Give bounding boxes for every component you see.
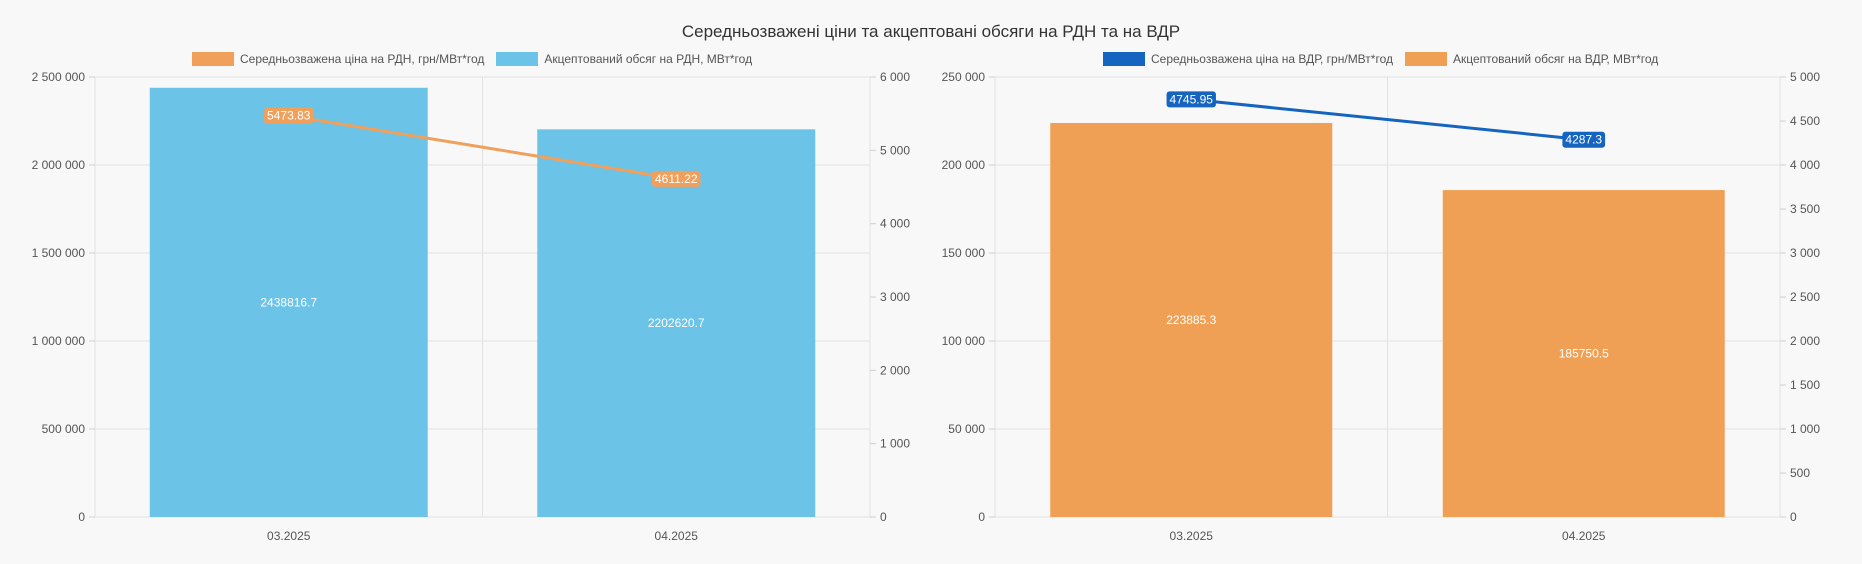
right-axis-tick-label: 2 000 <box>1790 334 1820 348</box>
bar-vdr-volume <box>1050 122 1333 518</box>
legend-swatch-vdr-price <box>1103 52 1145 66</box>
right-axis-tick-label: 5 000 <box>880 143 910 157</box>
left-axis-tick-label: 0 <box>978 510 985 524</box>
right-axis-tick-label: 4 000 <box>1790 158 1820 172</box>
right-axis-tick-label: 1 000 <box>880 437 910 451</box>
right-axis-tick-label: 500 <box>1790 466 1810 480</box>
line-data-label-bg <box>652 170 701 187</box>
line-data-label: 4611.22 <box>655 172 698 186</box>
left-axis-tick-label: 100 000 <box>942 334 986 348</box>
right-axis-tick-label: 2 000 <box>880 363 910 377</box>
right-axis-tick-label: 1 500 <box>1790 378 1820 392</box>
left-axis-tick-label: 250 000 <box>942 70 986 84</box>
x-axis-tick-label: 04.2025 <box>1562 529 1606 543</box>
x-axis-tick-label: 04.2025 <box>655 529 699 543</box>
legend-rdn: Середньозважена ціна на РДН, грн/МВт*год… <box>192 52 764 66</box>
line-vdr-price <box>1191 97 1584 142</box>
right-axis-tick-label: 6 000 <box>880 70 910 84</box>
bar-rdn-volume <box>537 129 816 518</box>
right-axis-tick-label: 3 500 <box>1790 202 1820 216</box>
right-axis-tick-label: 5 000 <box>1790 70 1820 84</box>
bar-data-label: 2202620.7 <box>648 316 705 330</box>
right-axis-tick-label: 4 500 <box>1790 114 1820 128</box>
left-axis-tick-label: 0 <box>78 510 85 524</box>
legend-item-vdr-price[interactable]: Середньозважена ціна на ВДР, грн/МВт*год <box>1103 52 1393 66</box>
legend-swatch-rdn-price <box>192 52 234 66</box>
left-axis-tick-label: 150 000 <box>942 246 986 260</box>
line-data-label: 4287.3 <box>1565 133 1602 147</box>
line-data-label: 4745.95 <box>1170 92 1214 106</box>
chart-title: Середньозважені ціни та акцептовані обся… <box>681 22 1181 41</box>
bar-vdr-volume <box>1442 190 1725 518</box>
line-data-label-bg <box>1166 91 1216 108</box>
bar-data-label: 185750.5 <box>1559 347 1609 361</box>
right-axis-tick-label: 1 000 <box>1790 422 1820 436</box>
line-rdn-price <box>288 114 677 181</box>
left-axis-tick-label: 2 500 000 <box>32 70 86 84</box>
legend-label-rdn-price: Середньозважена ціна на РДН, грн/МВт*год <box>240 52 485 66</box>
legend-vdr: Середньозважена ціна на ВДР, грн/МВт*год… <box>1103 52 1670 66</box>
right-axis-tick-label: 2 500 <box>1790 290 1820 304</box>
legend-item-vdr-volume[interactable]: Акцептований обсяг на ВДР, МВт*год <box>1404 52 1659 66</box>
left-axis-tick-label: 2 000 000 <box>32 158 86 172</box>
chart-rdn: 0 500 000 1 000 000 1 500 000 2 000 000 2 500… <box>32 70 911 543</box>
x-axis-tick-label: 03.2025 <box>1170 529 1214 543</box>
legend-swatch-vdr-volume <box>1404 52 1447 66</box>
right-axis-tick-label: 0 <box>880 510 887 524</box>
bar-rdn-volume <box>149 87 428 518</box>
legend-swatch-rdn-volume <box>496 52 539 66</box>
line-data-label-bg <box>264 107 314 124</box>
left-axis-tick-label: 1 500 000 <box>32 246 86 260</box>
bar-data-label: 2438816.7 <box>260 295 317 309</box>
legend-label-vdr-volume: Акцептований обсяг на ВДР, МВт*год <box>1452 52 1659 66</box>
legend-label-vdr-price: Середньозважена ціна на ВДР, грн/МВт*год <box>1151 52 1393 66</box>
right-axis-tick-label: 4 000 <box>880 217 910 231</box>
line-data-label-bg <box>1562 131 1606 148</box>
legend-item-rdn-volume[interactable]: Акцептований обсяг на РДН, МВт*год <box>496 52 752 66</box>
chart-vdr: 0 50 000 100 000 150 000 200 000 250 000 0 500 1… <box>942 70 1821 543</box>
left-axis-tick-label: 1 000 000 <box>32 334 86 348</box>
right-axis-tick-label: 3 000 <box>1790 246 1820 260</box>
left-axis-tick-label: 200 000 <box>942 158 986 172</box>
right-axis-tick-label: 0 <box>1790 510 1797 524</box>
left-axis-tick-label: 50 000 <box>948 422 985 436</box>
x-axis-tick-label: 03.2025 <box>267 529 311 543</box>
legend-label-rdn-volume: Акцептований обсяг на РДН, МВт*год <box>544 52 753 66</box>
line-data-label: 5473.83 <box>267 109 311 123</box>
legend-item-rdn-price[interactable]: Середньозважена ціна на РДН, грн/МВт*год <box>192 52 484 66</box>
bar-data-label: 223885.3 <box>1166 313 1216 327</box>
left-axis-tick-label: 500 000 <box>42 422 86 436</box>
right-axis-tick-label: 3 000 <box>880 290 910 304</box>
